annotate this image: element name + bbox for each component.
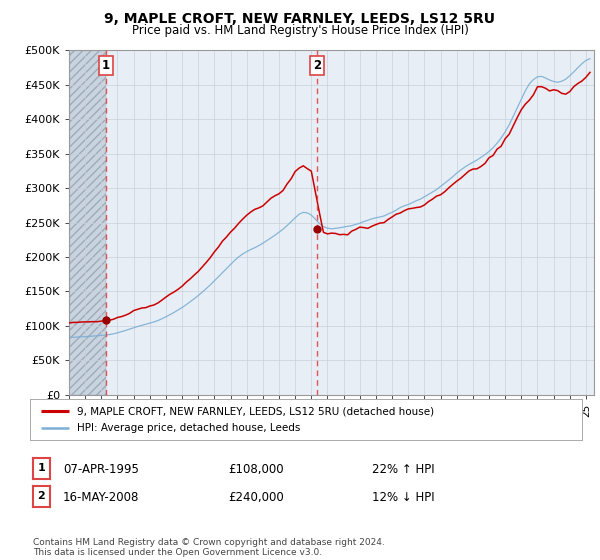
Text: 9, MAPLE CROFT, NEW FARNLEY, LEEDS, LS12 5RU (detached house): 9, MAPLE CROFT, NEW FARNLEY, LEEDS, LS12… bbox=[77, 407, 434, 417]
Text: 07-APR-1995: 07-APR-1995 bbox=[63, 463, 139, 476]
Text: 1: 1 bbox=[38, 463, 45, 473]
Text: 1: 1 bbox=[101, 59, 110, 72]
Bar bbox=[69, 50, 106, 395]
Text: Contains HM Land Registry data © Crown copyright and database right 2024.
This d: Contains HM Land Registry data © Crown c… bbox=[33, 538, 385, 557]
Text: £240,000: £240,000 bbox=[228, 491, 284, 504]
Text: 12% ↓ HPI: 12% ↓ HPI bbox=[372, 491, 434, 504]
Text: Price paid vs. HM Land Registry's House Price Index (HPI): Price paid vs. HM Land Registry's House … bbox=[131, 24, 469, 36]
Text: 2: 2 bbox=[313, 59, 322, 72]
Text: HPI: Average price, detached house, Leeds: HPI: Average price, detached house, Leed… bbox=[77, 423, 300, 433]
Text: 9, MAPLE CROFT, NEW FARNLEY, LEEDS, LS12 5RU: 9, MAPLE CROFT, NEW FARNLEY, LEEDS, LS12… bbox=[104, 12, 496, 26]
Bar bbox=[69, 50, 106, 395]
Text: £108,000: £108,000 bbox=[228, 463, 284, 476]
Text: 16-MAY-2008: 16-MAY-2008 bbox=[63, 491, 139, 504]
Text: 2: 2 bbox=[38, 491, 45, 501]
Text: 22% ↑ HPI: 22% ↑ HPI bbox=[372, 463, 434, 476]
